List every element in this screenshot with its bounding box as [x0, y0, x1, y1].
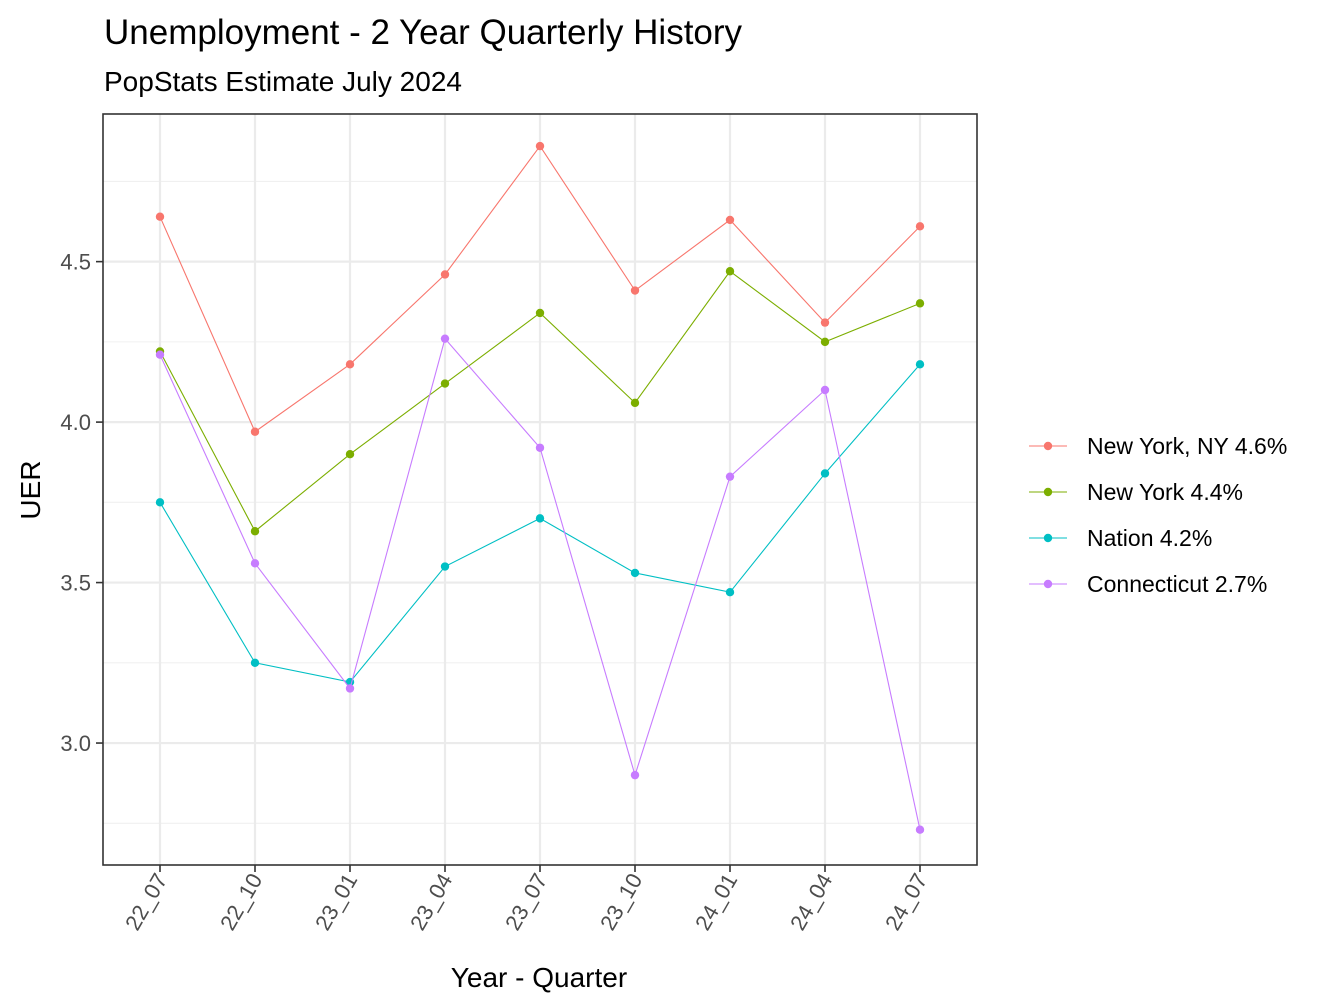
data-point: [345, 360, 355, 369]
x-tick-label: 23_07: [500, 869, 552, 934]
legend-key-point: [1043, 441, 1053, 451]
x-tick-label: 22_10: [215, 869, 267, 934]
data-point: [535, 308, 545, 318]
data-point: [440, 270, 450, 279]
legend-item: Nation 4.2%: [1029, 525, 1212, 551]
data-point: [250, 427, 260, 436]
data-point: [440, 334, 450, 343]
x-tick-label: 24_01: [690, 869, 742, 934]
data-point: [440, 562, 450, 571]
legend-label: New York, NY 4.6%: [1087, 433, 1287, 459]
x-tick-label: 24_07: [880, 869, 932, 934]
data-point: [725, 588, 735, 597]
data-point: [535, 514, 545, 523]
chart-title: Unemployment - 2 Year Quarterly History: [104, 13, 743, 52]
legend-item: Connecticut 2.7%: [1029, 571, 1267, 597]
y-tick-label: 3.5: [60, 571, 91, 596]
data-point: [915, 825, 925, 834]
series-3: [155, 334, 925, 834]
data-point: [630, 568, 640, 578]
data-point: [915, 360, 925, 369]
data-point: [250, 658, 260, 668]
x-tick-label: 23_04: [405, 869, 457, 934]
data-point: [155, 498, 165, 507]
data-point: [155, 350, 165, 359]
data-point: [915, 222, 925, 231]
y-tick-label: 3.0: [60, 731, 91, 756]
data-point: [535, 443, 545, 452]
legend-item: New York, NY 4.6%: [1029, 433, 1287, 459]
data-point: [820, 318, 830, 327]
data-point: [250, 559, 260, 568]
data-point: [630, 286, 640, 295]
series-2: [155, 360, 925, 687]
legend-key-point: [1043, 579, 1053, 589]
data-point: [535, 141, 545, 151]
grid: [103, 114, 977, 865]
series-0: [155, 141, 925, 436]
y-axis-title: UER: [15, 460, 46, 519]
legend-label: Connecticut 2.7%: [1087, 571, 1267, 597]
data-point: [345, 684, 355, 693]
x-tick-label: 23_01: [310, 869, 362, 934]
chart-subtitle: PopStats Estimate July 2024: [104, 66, 462, 97]
series-1: [155, 267, 925, 536]
data-point: [630, 770, 640, 780]
data-point: [630, 398, 640, 408]
x-tick-label: 23_10: [595, 869, 647, 934]
y-tick-label: 4.5: [60, 250, 91, 275]
x-tick-label: 22_07: [120, 869, 172, 934]
x-tick-label: 24_04: [785, 869, 837, 934]
plot-series: [155, 141, 925, 834]
data-point: [915, 299, 925, 308]
legend-item: New York 4.4%: [1029, 479, 1243, 505]
legend-key-point: [1043, 533, 1053, 543]
data-point: [345, 449, 355, 459]
data-point: [725, 472, 735, 481]
data-point: [440, 379, 450, 388]
legend: New York, NY 4.6% New York 4.4% Nation 4.2…: [1029, 433, 1287, 597]
data-point: [250, 527, 260, 536]
data-point: [820, 337, 830, 347]
legend-label: Nation 4.2%: [1087, 525, 1212, 551]
data-point: [155, 212, 165, 221]
data-point: [725, 215, 735, 225]
legend-label: New York 4.4%: [1087, 479, 1243, 505]
data-point: [725, 267, 735, 276]
data-point: [820, 385, 830, 395]
legend-key-point: [1043, 487, 1053, 497]
y-tick-label: 4.0: [60, 410, 91, 435]
data-point: [820, 469, 830, 478]
x-axis-title: Year - Quarter: [451, 962, 627, 993]
